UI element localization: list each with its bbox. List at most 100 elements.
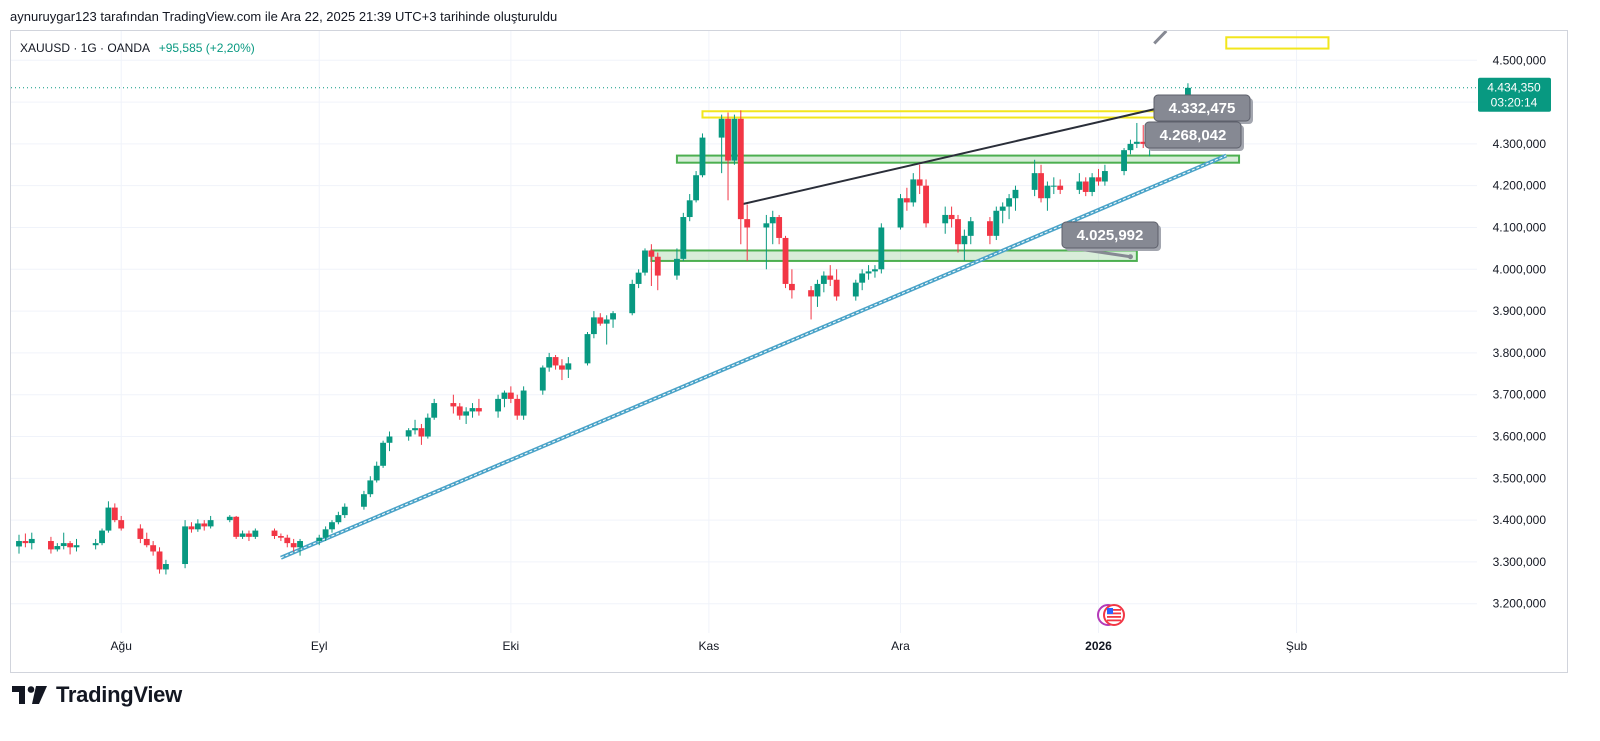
candle-body: [1057, 185, 1064, 190]
candle: [373, 461, 380, 483]
candle: [92, 538, 99, 550]
candle-body: [1031, 173, 1038, 190]
candle-body: [329, 522, 335, 530]
candle-body: [833, 279, 840, 297]
candle-body: [718, 118, 725, 138]
candle-body: [642, 250, 648, 273]
candle-body: [54, 546, 61, 550]
candle-body: [424, 417, 431, 437]
candle-body: [814, 283, 821, 297]
candle: [648, 244, 655, 287]
candle: [316, 534, 323, 546]
candle: [788, 269, 795, 299]
candle-body: [463, 411, 470, 416]
candle: [814, 279, 821, 307]
candle: [718, 114, 725, 174]
brand[interactable]: TradingView: [12, 682, 182, 708]
candle: [495, 394, 501, 418]
candle: [284, 534, 291, 548]
top-callout-leader: [1153, 31, 1168, 45]
symbol-label[interactable]: XAUUSD · 1G · OANDA: [20, 41, 150, 55]
candle-body: [405, 430, 412, 437]
candle-body: [852, 282, 859, 297]
candle-body: [450, 403, 457, 407]
candle: [501, 390, 508, 408]
candle: [942, 206, 949, 234]
candle: [507, 386, 514, 404]
candle-body: [865, 271, 872, 274]
candle-body: [744, 219, 751, 228]
candle-body: [73, 545, 80, 548]
candle: [48, 536, 54, 554]
y-tick-label: 4.200,000: [1493, 179, 1547, 193]
candle: [923, 179, 929, 228]
x-tick-label: Kas: [699, 639, 720, 653]
event-markers[interactable]: [1097, 604, 1125, 626]
candle: [820, 271, 827, 293]
upper-trendline: [740, 99, 1195, 206]
callout-label: 4.025,992: [1077, 227, 1144, 244]
candle: [782, 235, 789, 289]
us-flag-event-icon[interactable]: [1097, 604, 1125, 626]
candle: [520, 386, 527, 420]
axes: 3.200,000 3.300,000 3.400,000 3.500,000 3.60…: [11, 53, 1551, 653]
candle-body: [1101, 171, 1108, 182]
candle: [693, 171, 700, 203]
chart-caption: aynuruygar123 tarafından TradingView.com…: [10, 9, 558, 24]
candle: [424, 413, 431, 439]
candle: [1089, 173, 1096, 197]
candle-body: [897, 198, 904, 228]
candle-body: [680, 217, 687, 259]
candle: [1031, 159, 1038, 197]
y-tick-label: 3.700,000: [1493, 388, 1547, 402]
y-tick-label: 3.400,000: [1493, 513, 1547, 527]
candle-body: [137, 528, 144, 539]
event-icon-stripe: [1107, 612, 1121, 615]
candle-body: [111, 507, 118, 521]
candle: [111, 503, 118, 523]
candle-body: [520, 390, 527, 416]
candle: [1127, 139, 1134, 155]
candle-body: [565, 363, 572, 370]
candle: [1076, 173, 1083, 195]
callout-box: [1061, 221, 1159, 249]
candle: [699, 133, 706, 178]
candle-body: [827, 275, 834, 280]
candle: [99, 528, 105, 546]
candle-body: [322, 529, 329, 538]
candle: [194, 519, 201, 532]
candle-body: [629, 283, 636, 314]
candle-body: [584, 334, 591, 364]
candle: [162, 559, 169, 575]
candle: [737, 110, 744, 245]
last-price-tag-bg: [1478, 77, 1551, 112]
candle: [1057, 179, 1064, 195]
candle-body: [207, 520, 214, 527]
candle-body: [507, 392, 514, 399]
candle: [686, 194, 693, 222]
symbol-legend[interactable]: XAUUSD · 1G · OANDA +95,585 (+2,20%): [20, 41, 255, 55]
candle-body: [1127, 143, 1134, 151]
candle: [475, 398, 482, 416]
candle: [967, 217, 974, 245]
change-label: +95,585 (+2,20%): [158, 41, 255, 55]
candle-body: [252, 530, 259, 537]
candle: [674, 248, 680, 280]
candle-body: [546, 357, 553, 368]
candle: [271, 528, 278, 539]
candle-body: [776, 217, 783, 238]
candle-body: [1121, 150, 1127, 172]
price-callout: 4.025,992: [1061, 221, 1161, 260]
last-price-value: 4.434,350: [1487, 81, 1541, 95]
plot-area[interactable]: 4.332,475 4.268,042 4.025,992: [16, 20, 1330, 575]
candle-body: [1012, 189, 1019, 199]
x-tick-label: Ara: [891, 639, 910, 653]
candle: [60, 532, 67, 550]
candle-body: [1095, 177, 1102, 182]
candle-body: [194, 523, 201, 530]
candle: [246, 530, 252, 542]
candle: [559, 359, 565, 381]
candle-body: [456, 406, 463, 416]
